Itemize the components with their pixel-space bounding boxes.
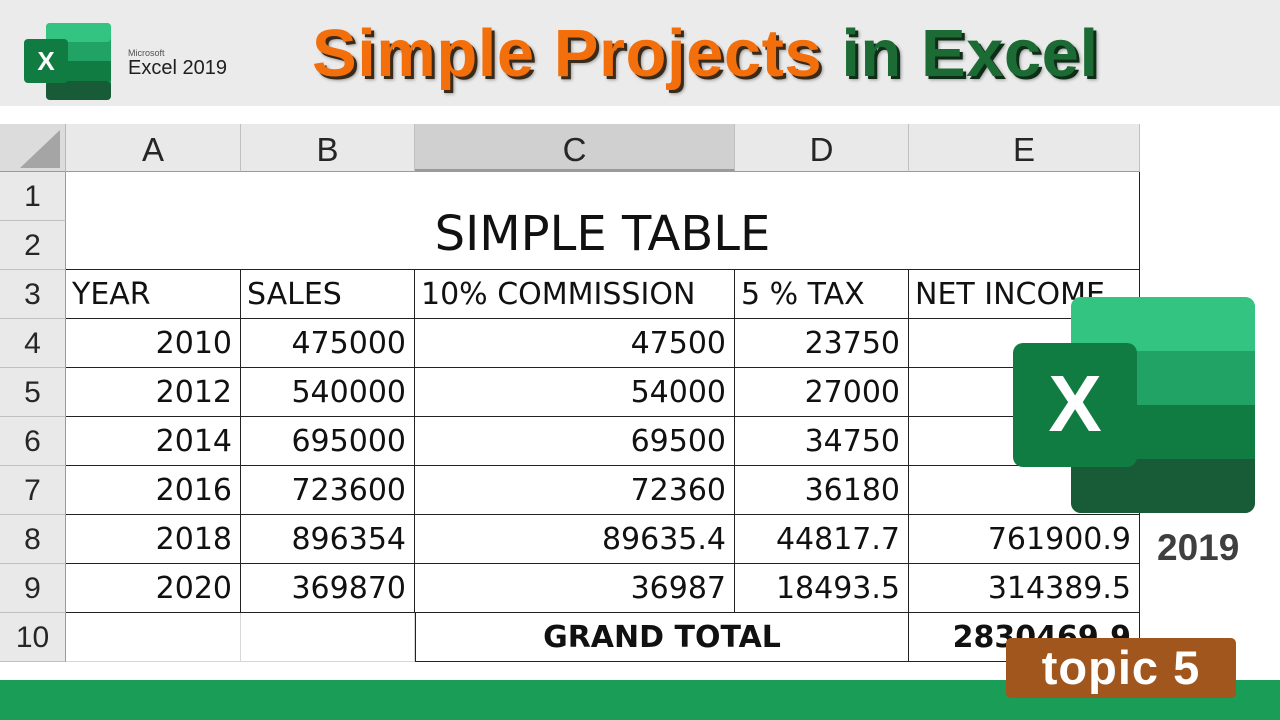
cell-d8[interactable]: 44817.7 — [735, 515, 909, 564]
cell-b3[interactable]: SALES — [241, 270, 415, 319]
brand-microsoft-label: Microsoft — [128, 48, 165, 58]
cell-a9[interactable]: 2020 — [66, 564, 241, 613]
spreadsheet-grid: A B C D E 1 2 3 4 5 6 7 8 9 10 SIMPLE TA… — [0, 124, 1140, 670]
cell-b8[interactable]: 896354 — [241, 515, 415, 564]
row-header-3[interactable]: 3 — [0, 270, 66, 319]
column-header-c[interactable]: C — [415, 124, 735, 172]
version-year-label: 2019 — [1157, 527, 1240, 568]
cell-e9[interactable]: 314389.5 — [909, 564, 1140, 613]
row-header-2[interactable]: 2 — [0, 221, 66, 270]
cell-b4[interactable]: 475000 — [241, 319, 415, 368]
cell-d3[interactable]: 5 % TAX — [735, 270, 909, 319]
row-header-6[interactable]: 6 — [0, 417, 66, 466]
large-logo-letter: X — [1048, 359, 1101, 448]
cell-c8[interactable]: 89635.4 — [415, 515, 735, 564]
page-title: Simple Projects in Excel — [312, 14, 1099, 94]
grand-total-label-cell[interactable]: GRAND TOTAL — [415, 613, 909, 662]
column-header-b[interactable]: B — [241, 124, 415, 172]
row-header-10[interactable]: 10 — [0, 613, 66, 662]
cell-c7[interactable]: 72360 — [415, 466, 735, 515]
cell-c6[interactable]: 69500 — [415, 417, 735, 466]
row-header-7[interactable]: 7 — [0, 466, 66, 515]
brand-product-label: Excel 2019 — [128, 57, 227, 79]
cell-b6[interactable]: 695000 — [241, 417, 415, 466]
merged-title-cell[interactable]: SIMPLE TABLE — [66, 172, 1140, 270]
cell-d9[interactable]: 18493.5 — [735, 564, 909, 613]
column-header-d[interactable]: D — [735, 124, 909, 172]
topic-badge: topic 5 — [1006, 638, 1236, 698]
cell-e8[interactable]: 761900.9 — [909, 515, 1140, 564]
select-all-button[interactable] — [0, 124, 66, 172]
cell-d6[interactable]: 34750 — [735, 417, 909, 466]
title-part-orange: Simple Projects — [312, 16, 823, 91]
cell-d7[interactable]: 36180 — [735, 466, 909, 515]
cell-c3[interactable]: 10% COMMISSION — [415, 270, 735, 319]
cell-a7[interactable]: 2016 — [66, 466, 241, 515]
cell-d4[interactable]: 23750 — [735, 319, 909, 368]
logo-letter: X — [37, 46, 55, 76]
cell-a5[interactable]: 2012 — [66, 368, 241, 417]
cell-c4[interactable]: 47500 — [415, 319, 735, 368]
cell-b10[interactable] — [241, 613, 415, 662]
row-header-1[interactable]: 1 — [0, 172, 66, 221]
cell-a3[interactable]: YEAR — [66, 270, 241, 319]
cell-d5[interactable]: 27000 — [735, 368, 909, 417]
title-part-green: in Excel — [822, 16, 1099, 91]
row-header-8[interactable]: 8 — [0, 515, 66, 564]
column-header-a[interactable]: A — [66, 124, 241, 172]
column-header-e[interactable]: E — [909, 124, 1140, 172]
cell-a10[interactable] — [66, 613, 241, 662]
select-all-triangle-icon — [20, 130, 60, 168]
row-header-4[interactable]: 4 — [0, 319, 66, 368]
cell-a4[interactable]: 2010 — [66, 319, 241, 368]
cell-a8[interactable]: 2018 — [66, 515, 241, 564]
cell-b9[interactable]: 369870 — [241, 564, 415, 613]
cell-a6[interactable]: 2014 — [66, 417, 241, 466]
excel-logo-icon: X — [24, 23, 111, 100]
cell-c9[interactable]: 36987 — [415, 564, 735, 613]
row-header-9[interactable]: 9 — [0, 564, 66, 613]
excel-large-logo-icon: X — [1013, 297, 1255, 513]
top-banner: X Microsoft Excel 2019 Simple Projects i… — [0, 0, 1280, 106]
row-header-5[interactable]: 5 — [0, 368, 66, 417]
cell-c5[interactable]: 54000 — [415, 368, 735, 417]
cell-b7[interactable]: 723600 — [241, 466, 415, 515]
cell-b5[interactable]: 540000 — [241, 368, 415, 417]
